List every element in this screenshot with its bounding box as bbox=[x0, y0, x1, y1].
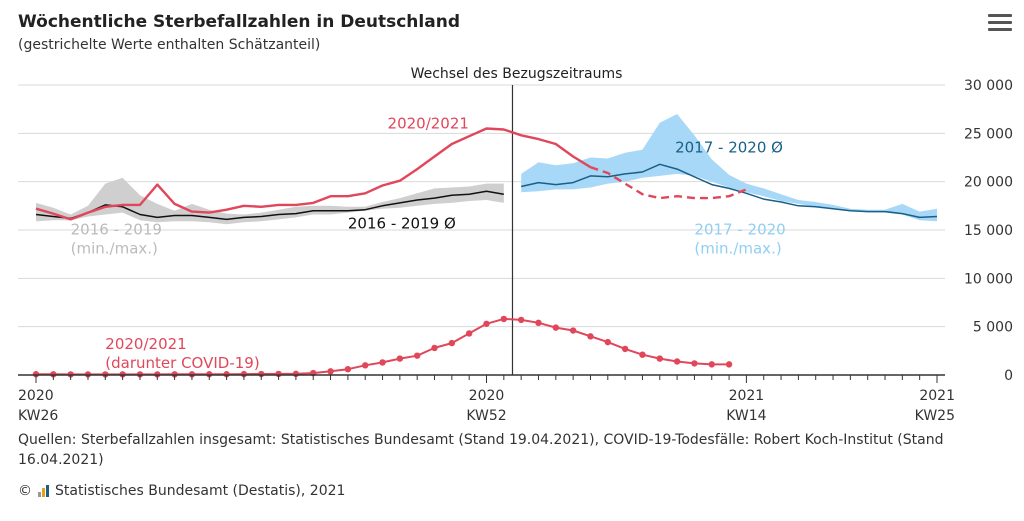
copyright-text: Statistisches Bundesamt (Destatis), 2021 bbox=[55, 483, 346, 499]
range-bands bbox=[36, 114, 937, 225]
covid-point-37 bbox=[673, 358, 681, 365]
label-2016-2019-band-range: (min./max.) bbox=[71, 239, 158, 257]
covid-point-26 bbox=[483, 320, 490, 327]
x-tick-year-KW14: 2021 bbox=[729, 388, 765, 404]
covid-point-35 bbox=[639, 351, 646, 358]
covid-point-32 bbox=[587, 333, 594, 340]
covid-point-30 bbox=[552, 324, 560, 331]
x-tick-year-KW52: 2020 bbox=[469, 388, 505, 404]
line-2017-2020- bbox=[521, 163, 938, 219]
hamburger-menu-icon[interactable] bbox=[988, 14, 1012, 34]
sources-note: Quellen: Sterbefallzahlen insgesamt: Sta… bbox=[18, 432, 944, 468]
covid-point-38 bbox=[691, 360, 698, 367]
covid-point-24 bbox=[448, 339, 456, 347]
x-tick-kw-KW26: KW26 bbox=[18, 408, 58, 424]
copyright-line: © Statistisches Bundesamt (Destatis), 20… bbox=[18, 483, 345, 499]
covid-point-25 bbox=[465, 330, 473, 337]
label-2017-2020-band-range: (min./max.) bbox=[694, 240, 781, 258]
label-2020-2021: 2020/2021 bbox=[388, 115, 469, 133]
x-tick-kw-KW52: KW52 bbox=[466, 408, 506, 424]
covid-point-0 bbox=[32, 371, 40, 378]
line-2020-2021 bbox=[35, 127, 592, 221]
covid-point-39 bbox=[708, 361, 715, 368]
grid-lines bbox=[18, 84, 945, 328]
reference-line-label: Wechsel des Bezugszeitraums bbox=[411, 66, 623, 82]
y-tick-label-20000: 20 000 bbox=[964, 175, 1013, 191]
y-tick-label-25000: 25 000 bbox=[964, 126, 1013, 142]
label-covid: 2020/2021 bbox=[105, 335, 186, 353]
x-tick-kw-KW25: KW25 bbox=[915, 408, 955, 424]
covid-point-23 bbox=[431, 344, 438, 352]
y-tick-label-10000: 10 000 bbox=[964, 271, 1013, 287]
weekly-deaths-chart: Wechsel des Bezugszeitraums 0 5 000 10 000… bbox=[18, 66, 1013, 424]
covid-point-36 bbox=[656, 355, 663, 362]
label-2017-2020-band: 2017 - 2020 bbox=[694, 221, 785, 239]
y-axis-ticks: 0 5 000 10 000 15 000 20 000 25 000 30 000 bbox=[964, 78, 1013, 384]
covid-markers bbox=[32, 315, 733, 378]
covid-point-18 bbox=[344, 366, 352, 373]
covid-point-20 bbox=[379, 359, 386, 366]
covid-point-21 bbox=[396, 355, 404, 362]
destatis-logo-icon bbox=[38, 485, 49, 497]
covid-point-29 bbox=[535, 319, 542, 326]
covid-point-19 bbox=[362, 362, 369, 369]
covid-point-17 bbox=[327, 368, 334, 375]
label-covid-note: (darunter COVID-19) bbox=[105, 354, 259, 372]
label-2017-2020-avg: 2017 - 2020 Ø bbox=[675, 138, 783, 156]
y-tick-label-0: 0 bbox=[1004, 368, 1013, 384]
band-2017-2020-min-max- bbox=[521, 114, 937, 222]
band-2016-2019-min-max- bbox=[36, 177, 504, 225]
chart-subtitle: (gestrichelte Werte enthalten Schätzante… bbox=[18, 37, 321, 53]
covid-point-28 bbox=[517, 316, 525, 324]
covid-point-11 bbox=[223, 371, 230, 378]
label-2016-2019-avg: 2016 - 2019 Ø bbox=[348, 215, 456, 233]
x-tick-year-KW26: 2020 bbox=[18, 388, 54, 404]
covid-point-22 bbox=[413, 352, 421, 359]
covid-point-40 bbox=[725, 361, 733, 368]
copyright-symbol: © bbox=[18, 483, 32, 499]
y-tick-label-30000: 30 000 bbox=[964, 78, 1013, 94]
y-tick-label-15000: 15 000 bbox=[964, 223, 1013, 239]
label-2016-2019-band: 2016 - 2019 bbox=[71, 220, 162, 238]
line-2020-2021-gesch-tzt- bbox=[590, 166, 747, 200]
x-axis-ticks: 2020 KW26 2020 KW52 2021 KW14 2021 KW25 bbox=[18, 388, 955, 424]
covid-point-10 bbox=[206, 371, 213, 378]
x-axis bbox=[18, 374, 945, 383]
covid-point-27 bbox=[500, 315, 508, 323]
y-tick-label-5000: 5 000 bbox=[973, 320, 1013, 336]
covid-point-33 bbox=[604, 338, 611, 346]
covid-point-34 bbox=[621, 345, 629, 353]
x-tick-kw-KW14: KW14 bbox=[726, 408, 766, 424]
chart-title: Wöchentliche Sterbefallzahlen in Deutsch… bbox=[18, 12, 460, 32]
x-tick-year-KW25: 2021 bbox=[919, 388, 955, 404]
covid-point-31 bbox=[569, 327, 577, 334]
